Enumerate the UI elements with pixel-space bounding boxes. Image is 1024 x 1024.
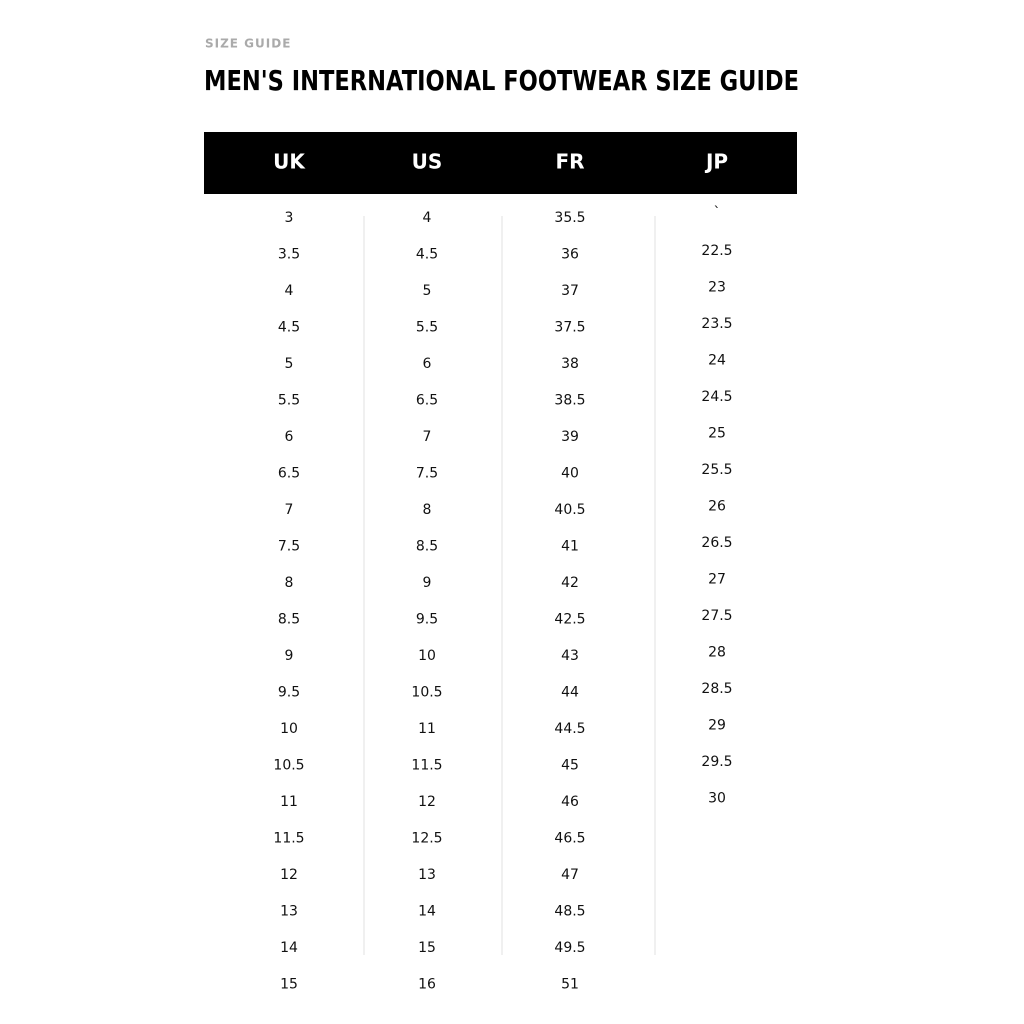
- size-cell: 29: [708, 718, 726, 734]
- size-cell: 25.5: [701, 462, 732, 478]
- size-cell: 44: [561, 685, 579, 701]
- header-bar: [204, 132, 797, 194]
- size-cell: 11: [418, 721, 436, 737]
- size-cell: 9: [285, 648, 294, 664]
- size-cell: 35.5: [554, 210, 585, 226]
- size-cell: 24: [708, 353, 726, 369]
- size-cell: 3.5: [278, 247, 300, 263]
- size-cell: 4.5: [416, 247, 438, 263]
- size-cell: 8.5: [416, 539, 438, 555]
- column-header: JP: [704, 150, 728, 174]
- size-cell: 36: [561, 247, 579, 263]
- size-cell: 14: [280, 940, 298, 956]
- size-cell: 11.5: [411, 758, 442, 774]
- size-cell: 8.5: [278, 612, 300, 628]
- size-cell: 7: [285, 502, 294, 518]
- size-cell: 4: [423, 210, 432, 226]
- size-cell: 26.5: [701, 535, 732, 551]
- size-cell: 12: [280, 867, 298, 883]
- size-cell: 12: [418, 794, 436, 810]
- size-cell: 30: [708, 791, 726, 807]
- size-cell: 45: [561, 758, 579, 774]
- column-header: UK: [273, 150, 306, 174]
- size-cell: 13: [280, 904, 298, 920]
- size-cell: 3: [285, 210, 294, 226]
- size-cell: 8: [285, 575, 294, 591]
- size-cell: 46.5: [554, 831, 585, 847]
- size-cell: 42: [561, 575, 579, 591]
- size-cell: 39: [561, 429, 579, 445]
- size-cell: 6.5: [416, 393, 438, 409]
- size-cell: 10.5: [273, 758, 304, 774]
- size-cell: 26: [708, 499, 726, 515]
- size-cell: 13: [418, 867, 436, 883]
- size-cell: 6.5: [278, 466, 300, 482]
- column-header: US: [412, 150, 443, 174]
- size-cell: 43: [561, 648, 579, 664]
- size-cell: 6: [423, 356, 432, 372]
- size-cell: 14: [418, 904, 436, 920]
- size-cell: 15: [280, 977, 298, 993]
- size-cell: 41: [561, 539, 579, 555]
- size-cell: 9: [423, 575, 432, 591]
- size-cell: 7.5: [278, 539, 300, 555]
- size-cell: 5.5: [278, 393, 300, 409]
- size-cell: 7: [423, 429, 432, 445]
- size-cell: 10: [280, 721, 298, 737]
- size-cell: 5: [285, 356, 294, 372]
- size-cell: 44.5: [554, 721, 585, 737]
- size-cell: 11: [280, 794, 298, 810]
- size-cell: 22.5: [701, 243, 732, 259]
- size-cell: 11.5: [273, 831, 304, 847]
- size-cell: 12.5: [411, 831, 442, 847]
- size-cell: 4: [285, 283, 294, 299]
- size-cell: 23: [708, 280, 726, 296]
- size-cell: 42.5: [554, 612, 585, 628]
- size-cell: 37: [561, 283, 579, 299]
- size-cell: 23.5: [701, 316, 732, 332]
- title: MEN'S INTERNATIONAL FOOTWEAR SIZE GUIDE: [204, 64, 799, 97]
- size-cell: 10.5: [411, 685, 442, 701]
- size-cell: 40.5: [554, 502, 585, 518]
- size-cell: 10: [418, 648, 436, 664]
- size-cell: 9.5: [278, 685, 300, 701]
- size-cell: 6: [285, 429, 294, 445]
- size-cell: `: [714, 205, 721, 221]
- size-cell: 24.5: [701, 389, 732, 405]
- size-cell: 51: [561, 977, 579, 993]
- size-cell: 16: [418, 977, 436, 993]
- size-cell: 27: [708, 572, 726, 588]
- size-cell: 5.5: [416, 320, 438, 336]
- size-cell: 38: [561, 356, 579, 372]
- size-cell: 28: [708, 645, 726, 661]
- size-cell: 49.5: [554, 940, 585, 956]
- size-cell: 27.5: [701, 608, 732, 624]
- size-cell: 7.5: [416, 466, 438, 482]
- size-cell: 29.5: [701, 754, 732, 770]
- eyebrow: SIZE GUIDE: [205, 37, 291, 51]
- size-cell: 48.5: [554, 904, 585, 920]
- size-cell: 38.5: [554, 393, 585, 409]
- size-cell: 25: [708, 426, 726, 442]
- size-cell: 9.5: [416, 612, 438, 628]
- size-cell: 46: [561, 794, 579, 810]
- size-cell: 15: [418, 940, 436, 956]
- size-cell: 8: [423, 502, 432, 518]
- size-cell: 28.5: [701, 681, 732, 697]
- size-cell: 37.5: [554, 320, 585, 336]
- size-cell: 47: [561, 867, 579, 883]
- size-cell: 4.5: [278, 320, 300, 336]
- size-cell: 5: [423, 283, 432, 299]
- column-header: FR: [555, 150, 584, 174]
- size-cell: 40: [561, 466, 579, 482]
